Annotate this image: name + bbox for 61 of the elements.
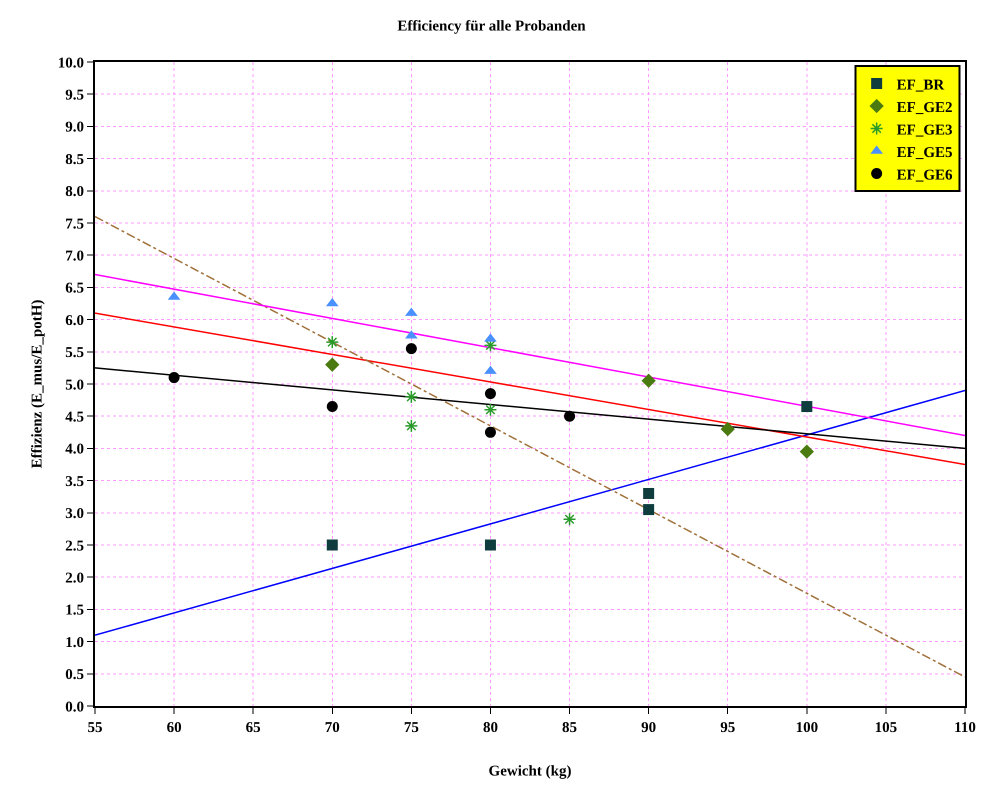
point: [800, 444, 814, 459]
y-tick-label: 9.0: [65, 120, 84, 136]
point: [406, 343, 417, 354]
y-tick-label: 7.5: [65, 216, 84, 232]
y-tick-label: 1.0: [65, 634, 84, 651]
y-tick-label: 10.0: [58, 55, 84, 72]
point: [325, 358, 340, 372]
x-tick-label: 80: [482, 720, 498, 736]
y-tick-label: 2.0: [65, 570, 84, 586]
legend-label: EF_GE5: [896, 144, 952, 161]
chart-title: Efficiency für alle Probanden: [397, 18, 586, 34]
y-tick-label: 7.0: [65, 248, 84, 264]
y-tick-label: 3.5: [65, 474, 84, 490]
point: [326, 401, 338, 412]
point: [643, 504, 654, 516]
x-tick-label: 65: [246, 720, 261, 736]
x-tick-label: 60: [166, 720, 182, 736]
point: [564, 410, 576, 422]
point: [720, 422, 735, 436]
x-tick-label: 55: [88, 720, 102, 736]
point: [643, 488, 654, 499]
legend-label: EF_GE2: [896, 100, 952, 116]
y-tick-label: 4.5: [65, 409, 84, 426]
y-tick-label: 0.5: [65, 667, 84, 684]
point: [326, 540, 338, 550]
y-tick-label: 8.5: [65, 152, 84, 168]
point: [404, 419, 418, 433]
point: [326, 335, 340, 349]
point: [641, 374, 656, 388]
y-tick-label: 6.0: [65, 312, 84, 329]
y-tick-label: 4.0: [65, 442, 84, 458]
y-tick-label: 6.5: [65, 280, 84, 297]
point: [404, 390, 418, 404]
x-tick-label: 105: [874, 720, 898, 736]
y-tick-label: 9.5: [65, 87, 84, 104]
x-tick-label: 75: [404, 720, 419, 736]
point: [484, 388, 496, 400]
point: [562, 512, 576, 526]
x-axis-title: Gewicht (kg): [488, 764, 572, 780]
legend-label: EF_GE3: [896, 122, 952, 138]
x-tick-label: 110: [954, 720, 976, 736]
point: [484, 540, 496, 550]
legend-label: EF_GE6: [896, 167, 953, 184]
point: [484, 426, 496, 438]
point: [801, 401, 812, 412]
point: [168, 372, 180, 384]
point: [484, 403, 498, 417]
x-tick-label: 70: [324, 720, 340, 736]
y-tick-label: 0.0: [65, 699, 84, 716]
y-tick-label: 1.5: [65, 602, 84, 619]
legend-label: EF_BR: [896, 77, 944, 94]
y-tick-label: 2.5: [65, 538, 84, 554]
y-axis-title: Effizienz (E_mus/E_potH): [30, 300, 46, 468]
x-tick-label: 95: [720, 720, 736, 736]
x-tick-label: 85: [562, 720, 578, 736]
y-tick-label: 5.0: [65, 377, 84, 394]
y-tick-label: 5.5: [65, 345, 84, 362]
y-tick-label: 8.0: [65, 184, 84, 200]
x-tick-label: 90: [641, 720, 656, 736]
y-tick-label: 3.0: [65, 506, 84, 522]
x-tick-label: 100: [796, 720, 818, 736]
